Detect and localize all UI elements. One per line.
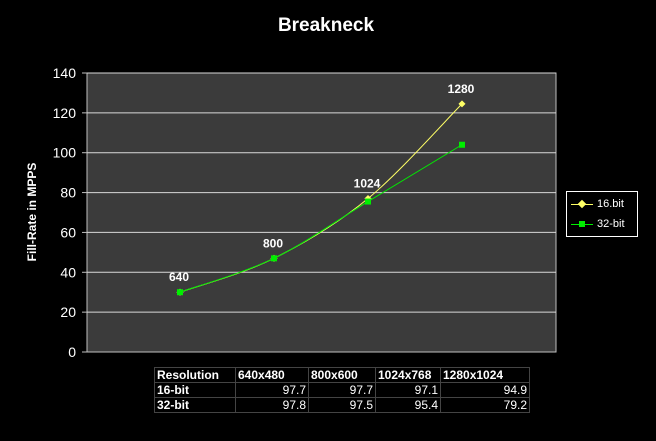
table-cell: 97.5 xyxy=(308,397,376,413)
y-tick-label: 100 xyxy=(53,145,77,161)
y-axis-title: Fill-Rate in MPPS xyxy=(25,163,39,262)
y-axis-ticks: 0 20 40 60 80 100 120 140 xyxy=(53,65,87,360)
legend-label-16bit: 16.bit xyxy=(597,198,624,210)
data-point-square xyxy=(365,198,371,205)
data-point-square xyxy=(271,255,277,262)
table-cell: 97.7 xyxy=(308,382,376,398)
table-row-label: 32-bit xyxy=(154,397,236,413)
y-tick-label: 80 xyxy=(60,185,76,201)
data-point-diamond xyxy=(458,100,466,108)
table-cell: 97.8 xyxy=(235,397,309,413)
table-header-cell: 640x480 xyxy=(235,367,309,383)
legend: 16.bit 32-bit xyxy=(566,191,638,237)
table-header-row: Resolution 640x480 800x600 1024x768 1280… xyxy=(154,367,530,383)
point-labels: 640 800 1024 1280 xyxy=(169,82,475,284)
data-label: 640 xyxy=(169,270,189,284)
data-point-square xyxy=(177,289,183,296)
gridlines xyxy=(87,72,556,313)
table-header-cell: Resolution xyxy=(154,367,236,383)
series-group xyxy=(176,100,466,296)
table-header-cell: 800x600 xyxy=(308,367,376,383)
table-cell: 97.7 xyxy=(235,382,309,398)
table-header-cell: 1024x768 xyxy=(375,367,441,383)
series-line-1 xyxy=(179,144,463,293)
table-cell: 95.4 xyxy=(375,397,441,413)
table-row: 16-bit 97.7 97.7 97.1 94.9 xyxy=(154,382,530,398)
table-header-cell: 1280x1024 xyxy=(440,367,530,383)
y-tick-label: 120 xyxy=(53,105,77,121)
y-tick-label: 0 xyxy=(68,344,76,360)
diamond-marker-icon xyxy=(577,199,587,209)
y-tick-label: 40 xyxy=(60,264,76,280)
table-cell: 79.2 xyxy=(440,397,530,413)
data-table: Resolution 640x480 800x600 1024x768 1280… xyxy=(154,367,530,413)
plot-area xyxy=(86,72,557,353)
table-cell: 94.9 xyxy=(440,382,530,398)
y-tick-label: 60 xyxy=(60,224,76,240)
data-point-square xyxy=(459,141,465,148)
chart-title: Breakneck xyxy=(278,15,375,36)
data-label: 1024 xyxy=(354,177,381,191)
table-row: 32-bit 97.8 97.5 95.4 79.2 xyxy=(154,397,530,413)
legend-label-32bit: 32-bit xyxy=(597,218,625,230)
y-tick-label: 20 xyxy=(60,304,76,320)
table-cell: 97.1 xyxy=(375,382,441,398)
y-tick-label: 140 xyxy=(53,65,77,81)
square-marker-icon xyxy=(579,221,585,227)
data-label: 800 xyxy=(263,236,283,250)
table-row-label: 16-bit xyxy=(154,382,236,398)
data-label: 1280 xyxy=(448,82,475,96)
